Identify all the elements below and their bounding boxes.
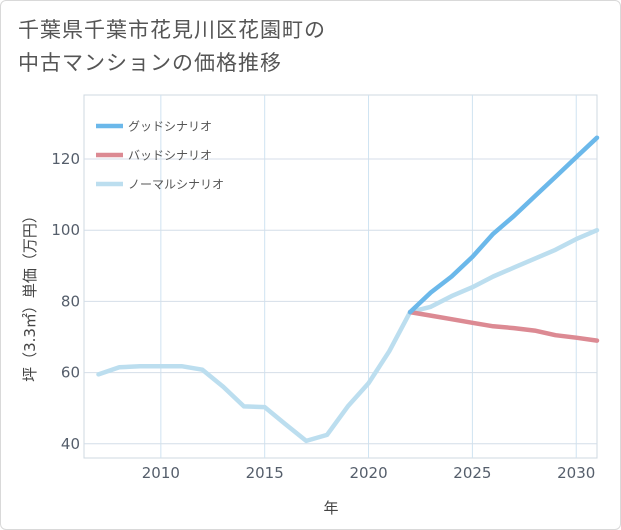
y-tick-label: 60	[61, 364, 80, 382]
y-tick-label: 80	[61, 292, 80, 310]
y-axis-title: 坪（3.3㎡）単価（万円）	[21, 208, 39, 382]
chart-title-line-2: 中古マンションの価格推移	[18, 51, 282, 75]
legend-label: グッドシナリオ	[128, 120, 212, 134]
x-tick-label: 2010	[142, 464, 180, 482]
chart-title-line-1: 千葉県千葉市花見川区花園町の	[18, 18, 326, 42]
series-lines	[96, 135, 600, 444]
y-tick-label: 120	[51, 150, 80, 168]
x-tick-label: 2015	[246, 464, 284, 482]
plot-area	[83, 94, 598, 459]
series-line-3	[96, 227, 600, 444]
x-axis-title: 年	[323, 499, 338, 517]
series-line-1	[407, 135, 600, 315]
y-axis-ticks: 40 60 80 100 120	[51, 150, 80, 453]
x-tick-label: 2020	[349, 464, 387, 482]
legend-label: ノーマルシナリオ	[128, 178, 224, 192]
y-tick-label: 100	[51, 221, 80, 239]
x-axis-ticks: 2010 2015 2020 2025 2030	[142, 464, 596, 482]
x-tick-label: 2025	[453, 464, 491, 482]
chart-title: 千葉県千葉市花見川区花園町の 中古マンションの価格推移	[18, 14, 326, 80]
grid	[83, 94, 598, 459]
series-line-2	[407, 309, 600, 343]
legend-label: バッドシナリオ	[128, 149, 212, 163]
y-tick-label: 40	[61, 435, 80, 453]
x-tick-label: 2030	[557, 464, 595, 482]
